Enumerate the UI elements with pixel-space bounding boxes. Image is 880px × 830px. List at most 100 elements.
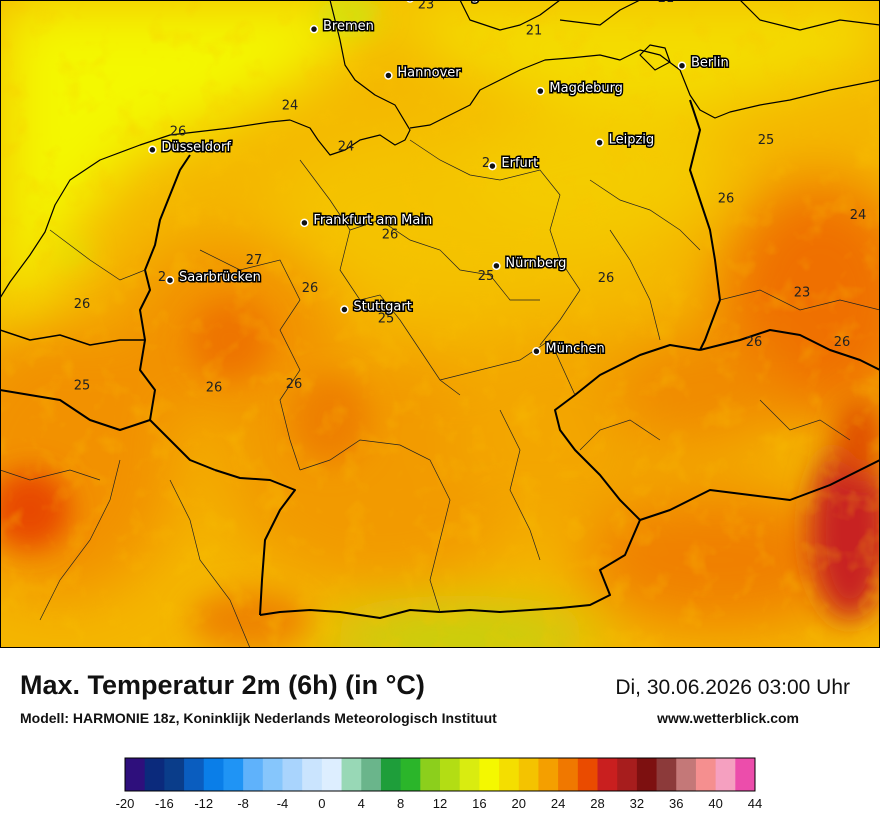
legend-ticks: -20 -16 -12 -8 -4 0 4 8 12 16 20 24 28 32 36 40 44 <box>116 796 763 811</box>
temperature-value: 21 <box>658 0 675 6</box>
city-dot <box>384 71 393 80</box>
city-label: Berlin <box>691 56 729 71</box>
temperature-value: 24 <box>282 98 299 113</box>
model-subtitle: Modell: HARMONIE 18z, Koninklijk Nederla… <box>20 710 497 726</box>
temperature-value: 25 <box>378 312 395 327</box>
city-dot <box>677 61 687 70</box>
forecast-datetime: Di, 30.06.2026 03:00 Uhr <box>615 676 850 699</box>
legend-swatch <box>380 758 402 791</box>
city-label: Hamburg <box>419 0 479 4</box>
legend-tick-label: 24 <box>551 796 565 811</box>
temperature-value: 25 <box>758 133 775 148</box>
legend-frame <box>124 757 756 792</box>
legend-swatch <box>243 758 264 791</box>
city-dot <box>595 138 604 147</box>
city-label: Frankfurt am Main <box>313 213 432 228</box>
city-dot <box>165 275 175 285</box>
legend-tick-label: 0 <box>318 796 325 811</box>
website-link[interactable]: www.wetterblick.com <box>657 710 799 726</box>
legend-swatch <box>420 758 441 791</box>
temperature-value: 21 <box>526 23 543 38</box>
temperature-value: 26 <box>382 227 399 242</box>
legend-swatch <box>577 758 598 791</box>
temperature-value: 26 <box>170 124 187 139</box>
temperature-value: 2 <box>158 270 166 285</box>
legend-swatch <box>125 758 146 791</box>
city-berlin: Berlin <box>677 54 730 72</box>
temperature-value: 24 <box>850 208 867 223</box>
legend-swatch <box>695 758 717 791</box>
legend-tick-label: 20 <box>512 796 526 811</box>
region-borders <box>0 139 880 648</box>
map-borders <box>0 0 880 619</box>
temperature-value: 26 <box>746 335 763 350</box>
city-dot <box>492 261 501 271</box>
temperature-value: 26 <box>286 377 303 392</box>
legend-tick-label: 8 <box>397 796 404 811</box>
temperature-field <box>0 0 880 648</box>
temperature-value: 2 <box>482 156 490 171</box>
city-label: München <box>545 341 604 356</box>
legend-swatch <box>223 758 244 791</box>
legend-swatch <box>656 758 677 791</box>
temperature-value: 26 <box>74 297 91 312</box>
city-erfurt: Erfurt <box>488 155 540 173</box>
temperature-value: 23 <box>418 0 435 12</box>
city-leipzig: Leipzig <box>595 131 656 149</box>
legend-tick-label: -12 <box>194 796 213 811</box>
legend-tick-label: 36 <box>669 796 683 811</box>
temperature-value: 22 <box>442 67 459 82</box>
temperature-value: 23 <box>794 286 811 301</box>
legend-swatch <box>282 758 303 791</box>
legend-swatch <box>617 758 638 791</box>
city-frankfurt-am-main: Frankfurt am Main <box>300 211 434 229</box>
legend-tick-label: -16 <box>155 796 174 811</box>
legend-tick-label: -8 <box>237 796 249 811</box>
city-dot <box>532 347 541 356</box>
city-markers: Hamburg Bremen Hannover Berlin Magdeburg Düss… <box>148 0 730 358</box>
city-dot <box>340 305 349 314</box>
legend-swatch <box>262 758 283 791</box>
legend-swatch <box>518 758 539 791</box>
color-legend: -20 -16 -12 -8 -4 0 4 8 12 16 20 24 28 32 36 40 44 <box>116 757 763 811</box>
temperature-value: 25 <box>74 379 91 394</box>
city-label: Leipzig <box>609 133 655 148</box>
city-hannover: Hannover <box>384 64 463 82</box>
legend-tick-label: 40 <box>708 796 722 811</box>
city-dot <box>300 218 309 228</box>
legend-tick-label: 44 <box>748 796 762 811</box>
temperature-value: 26 <box>834 335 851 350</box>
city-label: Magdeburg <box>549 81 623 96</box>
legend-swatch <box>459 758 480 791</box>
city-dot <box>148 145 157 155</box>
city-düsseldorf: Düsseldorf <box>148 138 233 156</box>
temperature-value-labels: 2021201720323212122202426212425226242627… <box>74 0 867 396</box>
legend-swatch <box>184 758 205 791</box>
city-label: Hannover <box>397 65 461 80</box>
legend-swatch <box>479 758 500 791</box>
legend-tick-label: 4 <box>358 796 365 811</box>
legend-tick-label: -20 <box>116 796 135 811</box>
map-footer: -20 -16 -12 -8 -4 0 4 8 12 16 20 24 28 32 36 40 44 Max. … <box>0 648 880 830</box>
legend-swatch <box>676 758 697 791</box>
city-dot <box>536 86 545 96</box>
city-dot <box>488 161 497 171</box>
temperature-value: 25 <box>478 269 495 284</box>
legend-swatch <box>203 758 224 791</box>
legend-swatch <box>144 758 165 791</box>
legend-swatch <box>400 758 421 791</box>
city-nürnberg: Nürnberg <box>492 254 568 272</box>
legend-swatch <box>735 758 756 791</box>
legend-tick-label: 12 <box>433 796 447 811</box>
city-label: Düsseldorf <box>161 140 231 155</box>
city-label: Nürnberg <box>505 256 566 271</box>
legend-swatch <box>164 758 185 791</box>
legend-swatch <box>499 758 520 791</box>
legend-tick-label: 28 <box>590 796 604 811</box>
legend-tick-label: -4 <box>277 796 289 811</box>
city-stuttgart: Stuttgart <box>340 298 413 316</box>
city-saarbrücken: Saarbrücken <box>165 269 262 287</box>
legend-tick-label: 16 <box>472 796 486 811</box>
city-münchen: München <box>532 340 606 358</box>
city-magdeburg: Magdeburg <box>536 80 624 98</box>
